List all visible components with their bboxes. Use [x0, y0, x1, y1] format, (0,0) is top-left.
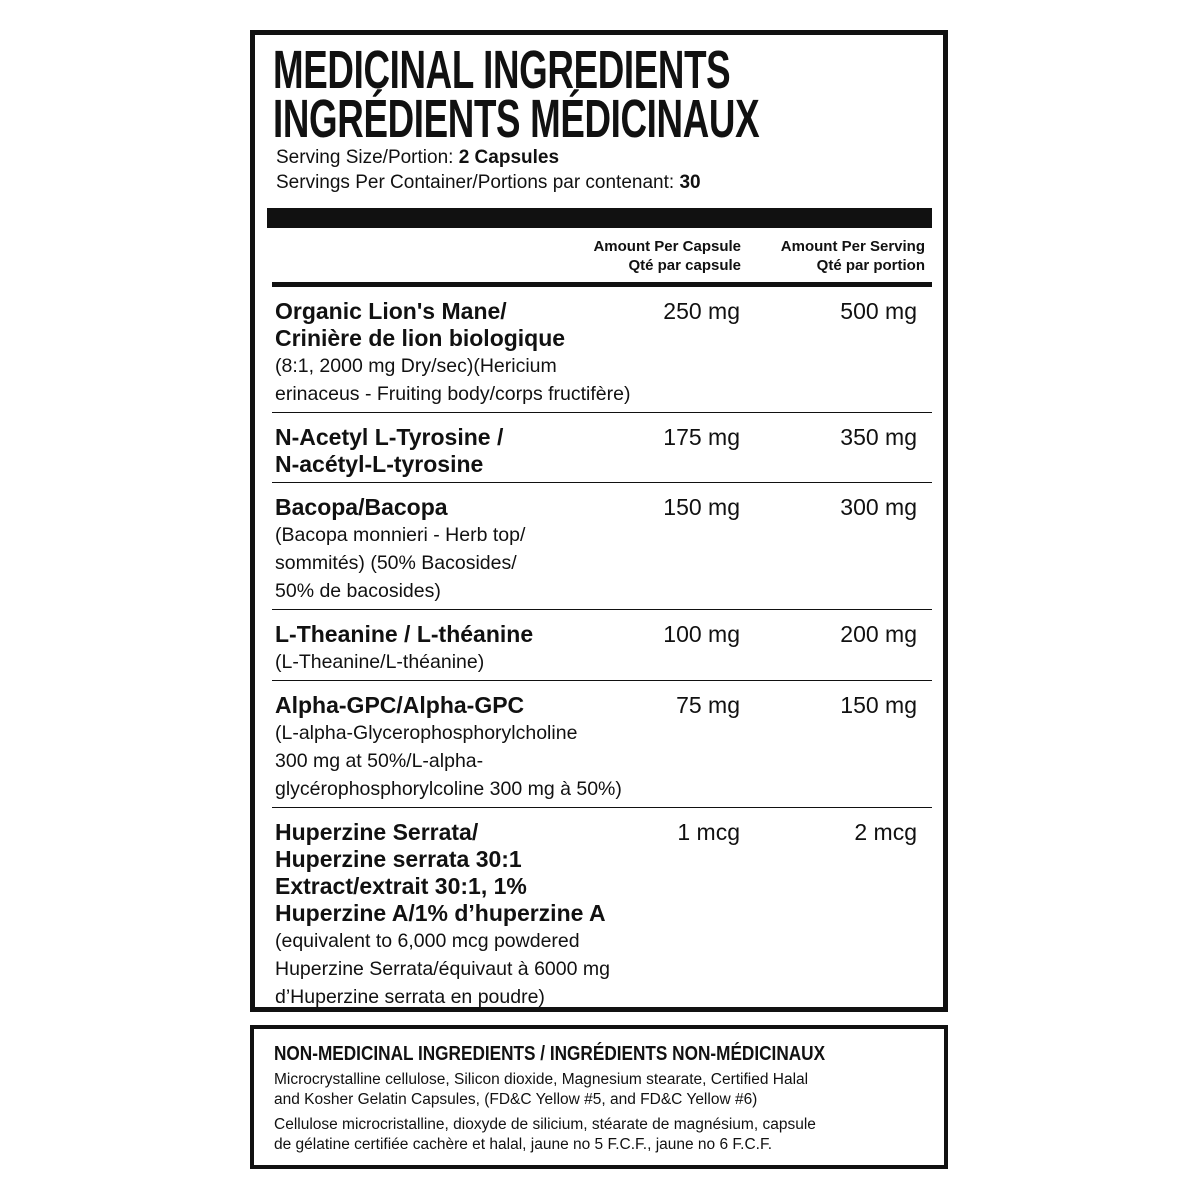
header-line: Qté par capsule — [628, 257, 741, 274]
ingredient-description: glycérophosphorylcoline 300 mg à 50%) — [275, 778, 622, 800]
ingredient-row: Alpha-GPC/Alpha-GPC (L-alpha-Glycerophosp… — [272, 681, 932, 808]
value: 2 Capsules — [458, 147, 560, 168]
column-header: Amount Per Capsule Qté par capsule — [593, 237, 741, 275]
amount-per-serving: 500 mg — [840, 298, 917, 324]
ingredient-name: Alpha-GPC/Alpha-GPC — [275, 692, 525, 718]
ingredient-row: Bacopa/Bacopa (Bacopa monnieri - Herb top… — [272, 483, 932, 610]
non-medicinal-title: NON-MEDICINAL INGREDIENTS / INGRÉDIENTS … — [274, 1043, 826, 1065]
title: MEDICINAL INGREDIENTS — [273, 40, 731, 100]
amount-per-capsule: 100 mg — [663, 621, 740, 647]
ingredient-name: N-Acetyl L-Tyrosine / — [275, 424, 504, 450]
servings-per-container: Servings Per Container/Portions par cont… — [276, 171, 701, 195]
value: 30 — [679, 172, 701, 193]
amount-per-capsule: 75 mg — [676, 692, 740, 718]
ingredient-name: Extract/extrait 30:1, 1% — [275, 873, 527, 899]
amount-per-serving: 150 mg — [840, 692, 917, 718]
ingredient-name: Huperzine serrata 30:1 — [275, 846, 522, 872]
ingredient-name: Crinière de lion biologique — [275, 325, 566, 351]
non-medicinal-panel: NON-MEDICINAL INGREDIENTS / INGRÉDIENTS … — [250, 1025, 948, 1169]
ingredient-name: L-Theanine / L-théanine — [275, 621, 534, 647]
ingredient-name: Organic Lion's Mane/ — [275, 298, 507, 324]
ingredient-row: Huperzine Serrata/Huperzine serrata 30:1… — [272, 808, 932, 1015]
medicinal-panel: MEDICINAL INGREDIENTS INGRÉDIENTS MÉDICI… — [250, 30, 948, 1012]
ingredient-name: N-acétyl-L-tyrosine — [275, 451, 484, 477]
column-header: Amount Per Serving Qté par portion — [781, 237, 925, 275]
ingredient-description: (8:1, 2000 mg Dry/sec)(Hericium — [275, 355, 557, 377]
ingredient-row: N-Acetyl L-Tyrosine / N-acétyl-L-tyrosine… — [272, 413, 932, 483]
ingredient-description: (Bacopa monnieri - Herb top/ — [275, 524, 526, 546]
amount-per-serving: 200 mg — [840, 621, 917, 647]
amount-per-serving: 300 mg — [840, 494, 917, 520]
divider — [272, 282, 932, 287]
ingredient-row: L-Theanine / L-théanine (L-Theanine/L-thé… — [272, 610, 932, 681]
ingredient-name: Huperzine A/1% d’huperzine A — [275, 900, 606, 926]
ingredient-description: Huperzine Serrata/équivaut à 6000 mg — [275, 958, 610, 980]
divider-bar — [267, 208, 932, 228]
ingredient-description: sommités) (50% Bacosides/ — [275, 552, 517, 574]
non-medicinal-line: Microcrystalline cellulose, Silicon diox… — [274, 1071, 809, 1088]
serving-size: Serving Size/Portion: 2 Capsules — [276, 146, 559, 170]
ingredient-description: 300 mg at 50%/L-alpha- — [275, 750, 484, 772]
ingredient-description: (L-Theanine/L-théanine) — [275, 651, 485, 673]
title: INGRÉDIENTS MÉDICINAUX — [273, 89, 760, 149]
amount-per-serving: 350 mg — [840, 424, 917, 450]
non-medicinal-line: Cellulose microcristalline, dioxyde de s… — [274, 1116, 816, 1133]
amount-per-capsule: 175 mg — [663, 424, 740, 450]
header-line: Qté par portion — [816, 257, 925, 274]
label: Servings Per Container/Portions par cont… — [276, 172, 675, 193]
header-line: Amount Per Capsule — [593, 238, 741, 255]
label: Serving Size/Portion: — [276, 147, 454, 168]
amount-per-capsule: 250 mg — [663, 298, 740, 324]
amount-per-serving: 2 mcg — [854, 819, 917, 845]
non-medicinal-line: and Kosher Gelatin Capsules, (FD&C Yello… — [274, 1091, 758, 1108]
non-medicinal-line: de gélatine certifiée cachère et halal, … — [274, 1136, 773, 1153]
ingredient-name: Huperzine Serrata/ — [275, 819, 479, 845]
ingredient-name: Bacopa/Bacopa — [275, 494, 448, 520]
ingredient-description: 50% de bacosides) — [275, 580, 441, 602]
ingredient-description: d’Huperzine serrata en poudre) — [275, 986, 545, 1008]
header-line: Amount Per Serving — [780, 238, 925, 255]
amount-per-capsule: 1 mcg — [677, 819, 740, 845]
ingredient-row: Organic Lion's Mane/Crinière de lion bio… — [272, 287, 932, 413]
ingredient-description: (L-alpha-Glycerophosphorylcholine — [275, 722, 578, 744]
ingredient-table: Organic Lion's Mane/Crinière de lion bio… — [272, 287, 932, 1015]
amount-per-capsule: 150 mg — [663, 494, 740, 520]
ingredient-description: erinaceus - Fruiting body/corps fructifè… — [275, 383, 631, 405]
ingredient-description: (equivalent to 6,000 mcg powdered — [275, 930, 580, 952]
